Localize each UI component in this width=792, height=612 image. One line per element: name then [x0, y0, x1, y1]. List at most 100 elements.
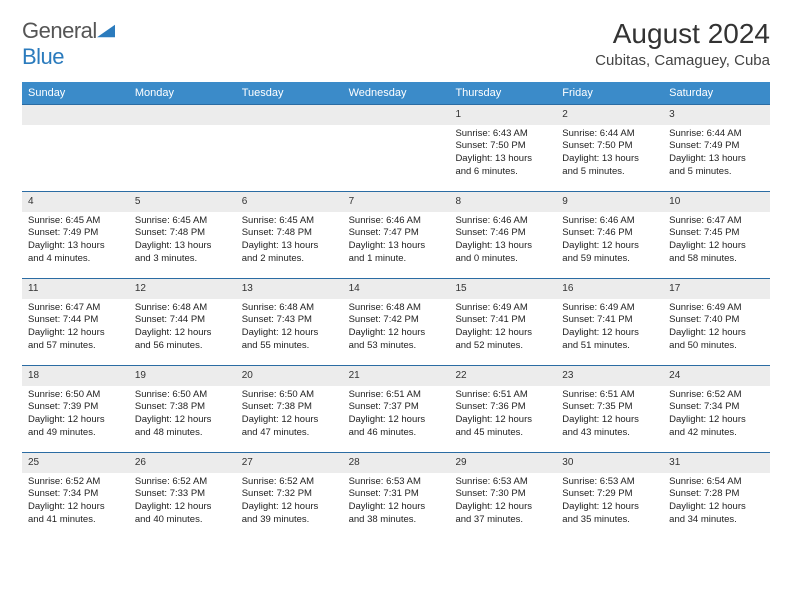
- day-info-line: Sunrise: 6:48 AM: [349, 302, 444, 315]
- day-info-line: Sunrise: 6:50 AM: [242, 389, 337, 402]
- day-info-line: Sunset: 7:31 PM: [349, 488, 444, 501]
- day-number: 17: [663, 279, 770, 299]
- day-info-line: Daylight: 12 hours and 53 minutes.: [349, 327, 444, 353]
- day-cell: 13Sunrise: 6:48 AMSunset: 7:43 PMDayligh…: [236, 279, 343, 365]
- day-cell: [129, 105, 236, 191]
- day-number: 21: [343, 366, 450, 386]
- day-number: 7: [343, 192, 450, 212]
- day-cell: [236, 105, 343, 191]
- day-body: Sunrise: 6:49 AMSunset: 7:41 PMDaylight:…: [449, 299, 556, 358]
- day-info-line: Daylight: 12 hours and 41 minutes.: [28, 501, 123, 527]
- day-number: 14: [343, 279, 450, 299]
- logo: General Blue: [22, 18, 115, 70]
- day-info-line: Sunset: 7:40 PM: [669, 314, 764, 327]
- day-info-line: Sunrise: 6:52 AM: [135, 476, 230, 489]
- day-number: 13: [236, 279, 343, 299]
- day-number: [129, 105, 236, 125]
- day-number: 3: [663, 105, 770, 125]
- day-cell: 28Sunrise: 6:53 AMSunset: 7:31 PMDayligh…: [343, 453, 450, 539]
- day-number: 2: [556, 105, 663, 125]
- day-info-line: Sunset: 7:41 PM: [455, 314, 550, 327]
- day-info-line: Sunrise: 6:49 AM: [669, 302, 764, 315]
- day-info-line: Sunset: 7:29 PM: [562, 488, 657, 501]
- day-info-line: Sunrise: 6:51 AM: [455, 389, 550, 402]
- day-info-line: Daylight: 12 hours and 57 minutes.: [28, 327, 123, 353]
- day-number: 27: [236, 453, 343, 473]
- day-info-line: Daylight: 12 hours and 42 minutes.: [669, 414, 764, 440]
- day-cell: 19Sunrise: 6:50 AMSunset: 7:38 PMDayligh…: [129, 366, 236, 452]
- day-header: Tuesday: [236, 82, 343, 104]
- day-info-line: Daylight: 12 hours and 51 minutes.: [562, 327, 657, 353]
- day-number: 1: [449, 105, 556, 125]
- day-body: Sunrise: 6:47 AMSunset: 7:45 PMDaylight:…: [663, 212, 770, 271]
- day-header: Friday: [556, 82, 663, 104]
- day-info-line: Daylight: 12 hours and 58 minutes.: [669, 240, 764, 266]
- day-cell: 26Sunrise: 6:52 AMSunset: 7:33 PMDayligh…: [129, 453, 236, 539]
- day-info-line: Sunrise: 6:45 AM: [242, 215, 337, 228]
- day-info-line: Daylight: 12 hours and 45 minutes.: [455, 414, 550, 440]
- day-cell: 6Sunrise: 6:45 AMSunset: 7:48 PMDaylight…: [236, 192, 343, 278]
- day-cell: 30Sunrise: 6:53 AMSunset: 7:29 PMDayligh…: [556, 453, 663, 539]
- day-info-line: Sunset: 7:45 PM: [669, 227, 764, 240]
- day-cell: [22, 105, 129, 191]
- day-info-line: Sunset: 7:48 PM: [242, 227, 337, 240]
- day-info-line: Sunset: 7:32 PM: [242, 488, 337, 501]
- day-info-line: Sunrise: 6:46 AM: [562, 215, 657, 228]
- day-cell: 21Sunrise: 6:51 AMSunset: 7:37 PMDayligh…: [343, 366, 450, 452]
- day-cell: 31Sunrise: 6:54 AMSunset: 7:28 PMDayligh…: [663, 453, 770, 539]
- day-info-line: Sunrise: 6:43 AM: [455, 128, 550, 141]
- week-row: 18Sunrise: 6:50 AMSunset: 7:39 PMDayligh…: [22, 365, 770, 452]
- day-info-line: Daylight: 12 hours and 50 minutes.: [669, 327, 764, 353]
- day-body: [343, 125, 450, 133]
- day-cell: 2Sunrise: 6:44 AMSunset: 7:50 PMDaylight…: [556, 105, 663, 191]
- day-body: Sunrise: 6:46 AMSunset: 7:46 PMDaylight:…: [449, 212, 556, 271]
- day-number: 29: [449, 453, 556, 473]
- day-info-line: Sunrise: 6:45 AM: [135, 215, 230, 228]
- day-info-line: Sunset: 7:50 PM: [562, 140, 657, 153]
- day-number: 12: [129, 279, 236, 299]
- day-info-line: Daylight: 12 hours and 52 minutes.: [455, 327, 550, 353]
- day-body: Sunrise: 6:52 AMSunset: 7:34 PMDaylight:…: [663, 386, 770, 445]
- day-info-line: Sunset: 7:38 PM: [135, 401, 230, 414]
- day-body: Sunrise: 6:49 AMSunset: 7:41 PMDaylight:…: [556, 299, 663, 358]
- day-info-line: Daylight: 12 hours and 46 minutes.: [349, 414, 444, 440]
- day-body: Sunrise: 6:50 AMSunset: 7:38 PMDaylight:…: [129, 386, 236, 445]
- month-title: August 2024: [595, 18, 770, 50]
- day-info-line: Sunrise: 6:45 AM: [28, 215, 123, 228]
- day-body: Sunrise: 6:44 AMSunset: 7:49 PMDaylight:…: [663, 125, 770, 184]
- day-number: 24: [663, 366, 770, 386]
- day-body: Sunrise: 6:45 AMSunset: 7:49 PMDaylight:…: [22, 212, 129, 271]
- day-info-line: Sunrise: 6:46 AM: [349, 215, 444, 228]
- day-info-line: Sunset: 7:41 PM: [562, 314, 657, 327]
- day-info-line: Daylight: 13 hours and 1 minute.: [349, 240, 444, 266]
- day-cell: 8Sunrise: 6:46 AMSunset: 7:46 PMDaylight…: [449, 192, 556, 278]
- day-info-line: Sunrise: 6:46 AM: [455, 215, 550, 228]
- day-info-line: Daylight: 13 hours and 5 minutes.: [669, 153, 764, 179]
- day-info-line: Sunrise: 6:47 AM: [669, 215, 764, 228]
- day-body: Sunrise: 6:52 AMSunset: 7:33 PMDaylight:…: [129, 473, 236, 532]
- day-number: 4: [22, 192, 129, 212]
- day-body: Sunrise: 6:44 AMSunset: 7:50 PMDaylight:…: [556, 125, 663, 184]
- calendar-grid: SundayMondayTuesdayWednesdayThursdayFrid…: [22, 82, 770, 539]
- day-info-line: Daylight: 13 hours and 0 minutes.: [455, 240, 550, 266]
- day-body: Sunrise: 6:46 AMSunset: 7:47 PMDaylight:…: [343, 212, 450, 271]
- day-info-line: Sunrise: 6:52 AM: [669, 389, 764, 402]
- title-block: August 2024 Cubitas, Camaguey, Cuba: [595, 18, 770, 69]
- day-cell: 9Sunrise: 6:46 AMSunset: 7:46 PMDaylight…: [556, 192, 663, 278]
- day-info-line: Sunset: 7:39 PM: [28, 401, 123, 414]
- day-number: 20: [236, 366, 343, 386]
- day-number: 28: [343, 453, 450, 473]
- day-body: Sunrise: 6:45 AMSunset: 7:48 PMDaylight:…: [236, 212, 343, 271]
- day-info-line: Sunrise: 6:49 AM: [562, 302, 657, 315]
- day-info-line: Sunset: 7:42 PM: [349, 314, 444, 327]
- day-info-line: Sunset: 7:37 PM: [349, 401, 444, 414]
- day-info-line: Daylight: 12 hours and 43 minutes.: [562, 414, 657, 440]
- day-cell: 3Sunrise: 6:44 AMSunset: 7:49 PMDaylight…: [663, 105, 770, 191]
- day-number: 23: [556, 366, 663, 386]
- day-body: Sunrise: 6:51 AMSunset: 7:35 PMDaylight:…: [556, 386, 663, 445]
- day-info-line: Sunrise: 6:53 AM: [349, 476, 444, 489]
- day-header: Wednesday: [343, 82, 450, 104]
- day-info-line: Daylight: 12 hours and 40 minutes.: [135, 501, 230, 527]
- day-info-line: Sunset: 7:44 PM: [28, 314, 123, 327]
- day-info-line: Sunrise: 6:54 AM: [669, 476, 764, 489]
